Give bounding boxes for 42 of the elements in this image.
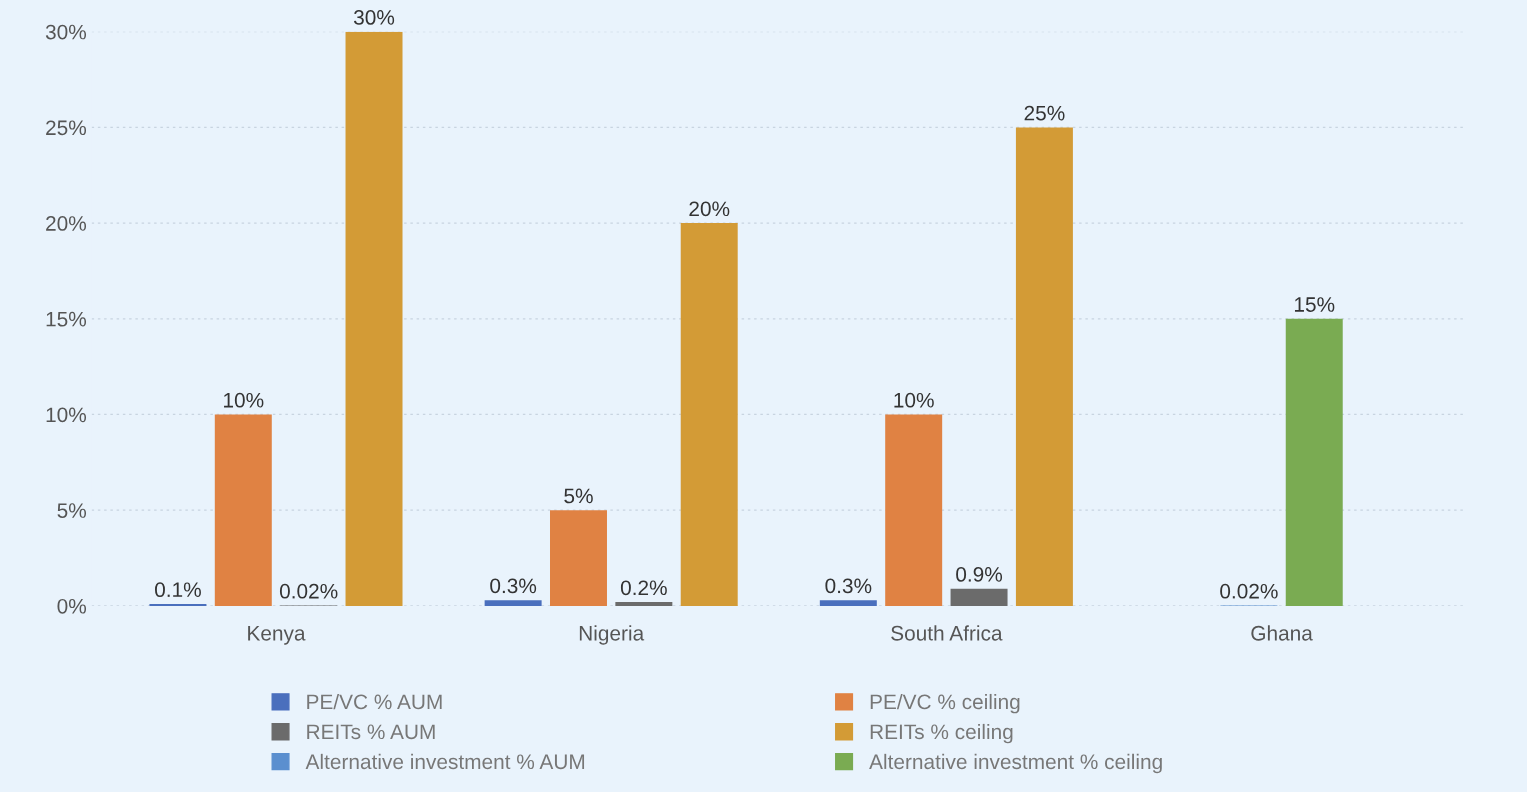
data-label: 10%	[894, 392, 934, 408]
data-label: 0.2%	[620, 580, 667, 596]
legend-label: PE/VC % ceiling	[870, 693, 1020, 714]
legend-label: Alternative investment % ceiling	[869, 753, 1162, 774]
bar	[214, 414, 272, 606]
data-label: 30%	[353, 10, 395, 25]
x-tick-label: Ghana	[1251, 625, 1313, 641]
bar	[819, 600, 877, 606]
bar	[345, 31, 403, 606]
data-label: 20%	[689, 201, 730, 217]
y-tick-label: 0%	[57, 598, 87, 614]
y-tick-label: 30%	[45, 24, 87, 40]
y-tick-label: 5%	[57, 503, 87, 518]
x-tick-label: Kenya	[248, 626, 306, 645]
x-tick-label: South Africa	[891, 625, 1003, 641]
data-label: 5%	[564, 488, 593, 504]
data-label: 0.02%	[1220, 583, 1278, 599]
data-label: 0.3%	[825, 578, 872, 594]
data-label: 0.3%	[490, 578, 537, 594]
bar	[615, 602, 673, 606]
data-label: 25%	[1024, 105, 1065, 121]
bar	[1285, 318, 1343, 606]
y-tick-label: 20%	[46, 216, 87, 231]
legend-label: PE/VC % AUM	[307, 693, 442, 710]
legend-label: Alternative investment % AUM	[305, 753, 585, 770]
y-tick-label: 10%	[46, 407, 87, 423]
bar	[950, 588, 1008, 606]
legend-label: REITs % AUM	[307, 724, 435, 740]
legend-label: REITs % ceiling	[870, 723, 1013, 744]
data-label: 0.1%	[155, 582, 201, 598]
data-label: 15%	[1294, 297, 1335, 312]
bar	[885, 414, 943, 606]
bar	[1015, 127, 1073, 606]
data-label: 0.9%	[956, 567, 1003, 582]
x-tick-label: Nigeria	[579, 625, 645, 645]
data-label: 0.02%	[279, 583, 338, 599]
y-tick-label: 25%	[46, 120, 87, 136]
y-tick-label: 15%	[46, 311, 87, 327]
bar	[680, 223, 738, 606]
bar	[550, 510, 607, 606]
data-label: 10%	[224, 392, 264, 408]
bar	[484, 600, 542, 606]
